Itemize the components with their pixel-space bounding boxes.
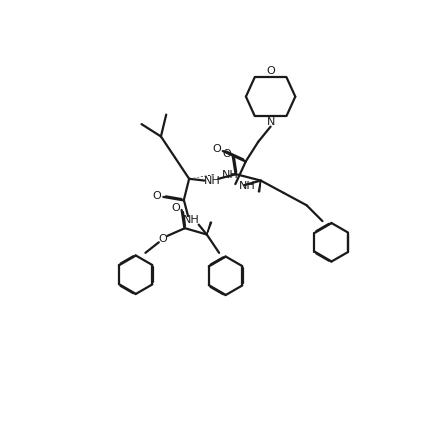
Text: O: O [153,191,161,201]
Text: NH: NH [182,216,199,225]
Polygon shape [258,181,261,192]
Text: O: O [266,66,275,76]
Text: O: O [171,203,180,213]
Text: NH: NH [222,170,239,179]
Text: N: N [266,117,275,127]
Text: O: O [212,144,221,154]
Text: NH: NH [204,176,220,186]
Polygon shape [207,222,211,235]
Text: O: O [159,234,167,244]
Text: O: O [223,149,231,159]
Text: NH: NH [239,181,256,191]
